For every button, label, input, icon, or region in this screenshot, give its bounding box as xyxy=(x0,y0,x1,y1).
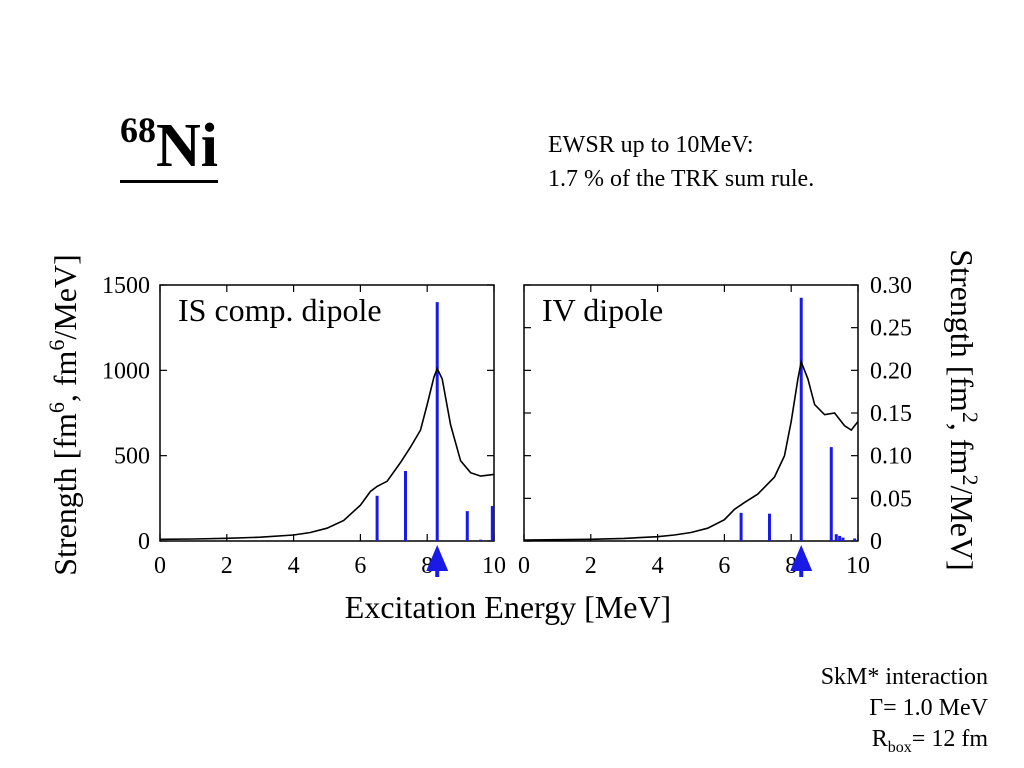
element-symbol: Ni xyxy=(156,112,218,180)
title-underline xyxy=(120,180,218,183)
rbox-symbol: R xyxy=(871,726,888,752)
left-plot-frame xyxy=(159,284,495,542)
right-y-tick-label: 0.25 xyxy=(870,316,912,342)
left-x-tick-label: 0 xyxy=(154,553,166,579)
right-y-axis-label: Strength [fm2, fm2/MeV] xyxy=(944,249,984,571)
right-x-tick-label: 10 xyxy=(846,553,870,579)
ewsr-line-1: EWSR up to 10MeV: xyxy=(548,132,754,158)
ewsr-line-2: 1.7 % of the TRK sum rule. xyxy=(548,166,815,192)
left-x-tick-label: 2 xyxy=(221,553,233,579)
left-strength-curve xyxy=(159,366,495,541)
left-x-tick-label: 8 xyxy=(421,553,433,579)
left-y-tick-label: 0 xyxy=(138,529,150,555)
left-x-tick-label: 4 xyxy=(288,553,300,579)
left-y-tick-label: 1500 xyxy=(102,273,150,299)
right-panel-title: IV dipole xyxy=(542,292,663,328)
left-y-axis-label: Strength [fm6, fm6/MeV] xyxy=(44,254,84,576)
right-peak-arrow xyxy=(790,545,813,571)
interaction-label: SkM* interaction xyxy=(820,664,988,690)
left-x-tick-label: 6 xyxy=(354,553,366,579)
left-panel-title: IS comp. dipole xyxy=(178,292,382,328)
right-x-tick-label: 0 xyxy=(518,553,530,579)
right-y-tick-label: 0.10 xyxy=(870,444,912,470)
rbox-subscript: box xyxy=(887,738,912,756)
right-x-tick-label: 2 xyxy=(585,553,597,579)
x-axis-label: Excitation Energy [MeV] xyxy=(345,589,671,625)
right-y-tick-label: 0.20 xyxy=(870,358,912,384)
left-peak-arrow xyxy=(426,545,449,571)
left-y-tick-label: 500 xyxy=(114,444,150,470)
mass-number: 68 xyxy=(120,110,156,150)
right-y-tick-label: 0.15 xyxy=(870,401,912,427)
right-y-tick-label: 0.30 xyxy=(870,273,912,299)
right-x-tick-label: 4 xyxy=(652,553,664,579)
right-y-tick-label: 0 xyxy=(870,529,882,555)
width-label: Γ= 1.0 MeV xyxy=(869,695,988,721)
box-radius-label: Rbox= 12 fm xyxy=(821,724,988,763)
right-y-tick-label: 0.05 xyxy=(870,486,912,512)
ewsr-note: EWSR up to 10MeV: 1.7 % of the TRK sum r… xyxy=(548,128,814,196)
calculation-parameters: SkM* interaction Γ= 1.0 MeV Rbox= 12 fm xyxy=(821,662,988,763)
left-x-tick-label: 10 xyxy=(482,553,506,579)
rbox-value: = 12 fm xyxy=(911,726,988,752)
right-x-tick-label: 8 xyxy=(785,553,797,579)
right-strength-curve xyxy=(523,358,859,541)
nucleus-title: 68Ni xyxy=(120,110,218,183)
left-y-tick-label: 1000 xyxy=(102,358,150,384)
right-x-tick-label: 6 xyxy=(718,553,730,579)
